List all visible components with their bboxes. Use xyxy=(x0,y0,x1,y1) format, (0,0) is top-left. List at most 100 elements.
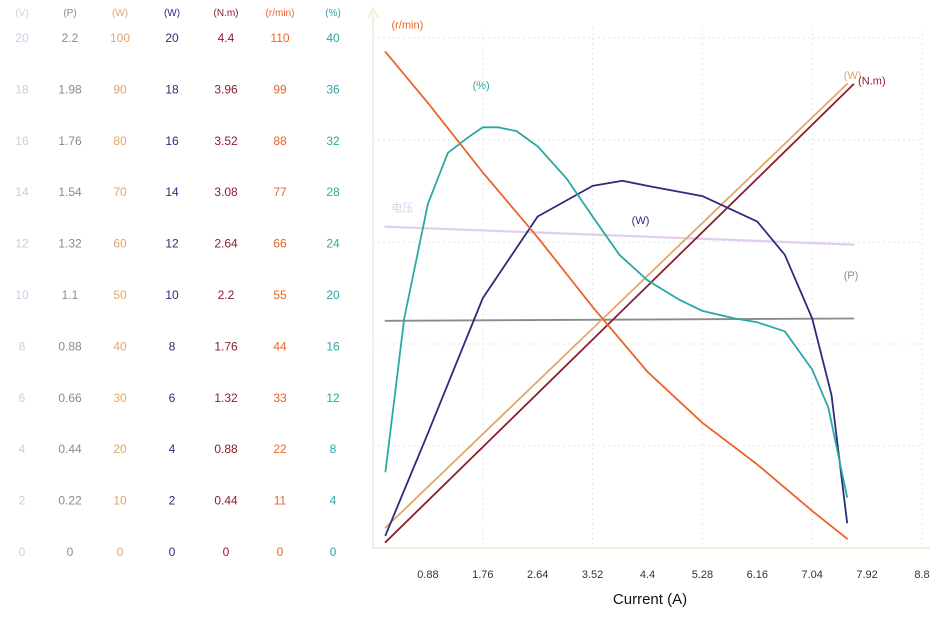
scale-tick-label: 28 xyxy=(326,185,340,199)
scale-tick-label: 0 xyxy=(169,545,176,559)
scale-tick-label: 24 xyxy=(326,237,340,251)
scale-tick-label: 16 xyxy=(15,134,29,148)
scale-tick-label: 3.52 xyxy=(214,134,238,148)
series-label: (W) xyxy=(844,70,862,82)
scale-tick-label: 12 xyxy=(165,237,179,251)
scale-tick-label: 16 xyxy=(165,134,179,148)
scale-tick-label: 36 xyxy=(326,82,340,96)
scale-unit-label: (W) xyxy=(164,8,180,19)
scale-tick-label: 1.76 xyxy=(214,339,238,353)
scale-unit-label: (N.m) xyxy=(214,8,239,19)
x-tick-labels: 0.88 1.76 2.64 3.52 4.4 5.28 6.16 7.04 7.92 8.8 xyxy=(417,569,929,581)
scale-tick-label: 0 xyxy=(67,545,74,559)
scale-tick-label: 2.2 xyxy=(62,31,79,45)
scale-tick-label: 99 xyxy=(273,82,287,96)
scale-tick-label: 1.76 xyxy=(58,134,82,148)
x-tick-label: 8.8 xyxy=(914,569,929,581)
scale-tick-label: 2.64 xyxy=(214,237,238,251)
scale-tick-label: 55 xyxy=(273,288,287,302)
y-axis-arrow xyxy=(367,6,379,19)
scale-tick-label: 10 xyxy=(15,288,29,302)
scale-tick-label: 6 xyxy=(19,391,26,405)
scale-tick-label: 0 xyxy=(19,545,26,559)
scale-tick-label: 3.08 xyxy=(214,185,238,199)
x-tick-label: 4.4 xyxy=(640,569,655,581)
scale-tick-label: 1.32 xyxy=(214,391,238,405)
series-label: 电压 xyxy=(391,201,413,214)
scale-column: (V) 0 2 4 6 8 10 12 14 16 18 20 xyxy=(15,8,29,559)
scale-tick-label: 32 xyxy=(326,134,340,148)
scale-tick-label: 14 xyxy=(165,185,179,199)
x-tick-label: 2.64 xyxy=(527,569,548,581)
x-tick-label: 6.16 xyxy=(747,569,768,581)
series-line xyxy=(384,83,848,529)
scale-tick-label: 0.44 xyxy=(214,494,238,508)
x-tick-label: 7.04 xyxy=(801,569,822,581)
series-line xyxy=(384,317,855,322)
series-label: (W) xyxy=(632,215,650,227)
scale-tick-label: 20 xyxy=(15,31,29,45)
scale-tick-label: 8 xyxy=(19,339,26,353)
scale-tick-label: 88 xyxy=(273,134,287,148)
scale-tick-label: 6 xyxy=(169,391,176,405)
scale-tick-label: 66 xyxy=(273,237,287,251)
x-tick-label: 0.88 xyxy=(417,569,438,581)
scale-tick-label: 10 xyxy=(113,494,127,508)
series-label: (P) xyxy=(844,270,859,282)
scale-tick-label: 44 xyxy=(273,339,287,353)
scale-tick-label: 0 xyxy=(277,545,284,559)
scale-unit-label: (V) xyxy=(15,8,28,19)
scale-tick-label: 0.22 xyxy=(58,494,82,508)
scale-tick-label: 22 xyxy=(273,442,287,456)
scale-tick-label: 90 xyxy=(113,82,127,96)
scale-tick-label: 0 xyxy=(223,545,230,559)
scale-column: (W) 0 10 20 30 40 50 60 70 80 90 100 xyxy=(110,8,130,559)
scale-tick-label: 33 xyxy=(273,391,287,405)
scale-tick-label: 20 xyxy=(326,288,340,302)
scale-tick-label: 18 xyxy=(165,82,179,96)
scale-tick-label: 110 xyxy=(270,31,289,45)
series-label: (r/min) xyxy=(391,20,423,32)
scale-tick-label: 20 xyxy=(113,442,127,456)
scale-tick-label: 40 xyxy=(113,339,127,353)
scale-tick-label: 11 xyxy=(274,494,287,508)
scale-unit-label: (%) xyxy=(325,8,341,19)
axes xyxy=(367,6,930,549)
scale-tick-label: 0.88 xyxy=(214,442,238,456)
scale-unit-label: (r/min) xyxy=(266,8,295,19)
scale-tick-label: 40 xyxy=(326,31,340,45)
scale-tick-label: 8 xyxy=(169,339,176,353)
scale-tick-label: 2.2 xyxy=(218,288,235,302)
scale-tick-label: 0.88 xyxy=(58,339,82,353)
scale-tick-label: 1.98 xyxy=(58,82,82,96)
scale-column: (P) 0 0.22 0.44 0.66 0.88 1.1 1.32 1.54 1.76 1.98 2… xyxy=(58,8,82,559)
scale-tick-label: 77 xyxy=(273,185,287,199)
scale-tick-label: 8 xyxy=(330,442,337,456)
scale-tick-label: 4 xyxy=(330,494,337,508)
scale-tick-label: 14 xyxy=(15,185,29,199)
scale-tick-label: 50 xyxy=(113,288,127,302)
scale-tick-label: 4.4 xyxy=(218,31,235,45)
scale-tick-label: 0.66 xyxy=(58,391,82,405)
scale-column: (%) 0 4 8 12 16 20 24 28 32 36 40 xyxy=(325,8,341,559)
scale-tick-label: 80 xyxy=(113,134,127,148)
series-label: (%) xyxy=(473,80,490,92)
scale-tick-label: 70 xyxy=(113,185,127,199)
scale-tick-label: 2 xyxy=(19,494,26,508)
left-scales: (V)02468101214161820(P)00.220.440.660.88… xyxy=(15,8,340,559)
scale-tick-label: 12 xyxy=(15,237,29,251)
series-line xyxy=(384,179,848,537)
series-lines xyxy=(384,51,855,544)
scale-tick-label: 10 xyxy=(165,288,179,302)
series-label: (N.m) xyxy=(858,75,886,87)
grid xyxy=(373,28,923,548)
scale-tick-label: 1.54 xyxy=(58,185,82,199)
scale-tick-label: 30 xyxy=(113,391,127,405)
scale-tick-label: 100 xyxy=(110,31,130,45)
scale-tick-label: 4 xyxy=(19,442,26,456)
x-tick-label: 1.76 xyxy=(472,569,493,581)
series-line xyxy=(384,126,848,498)
scale-tick-label: 1.32 xyxy=(58,237,82,251)
